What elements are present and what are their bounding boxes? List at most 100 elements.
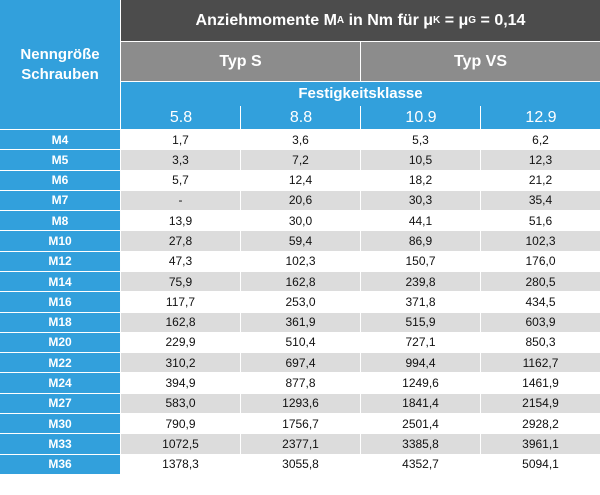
torque-value-cell: 1378,3 [121,454,240,474]
table-row: M12 47,3 102,3 150,7 176,0 [0,251,600,272]
torque-value-cell: 3385,8 [361,434,480,454]
class-separator [480,106,481,129]
torque-value-cell: 1461,9 [481,373,600,393]
table-row: M22 310,2 697,4 994,4 1162,7 [0,353,600,373]
title-sub-a: A [336,15,345,26]
torque-value-cell: 3,3 [121,150,240,170]
torque-value-cell: 239,8 [361,271,480,292]
screw-size-cell: M12 [0,251,120,271]
screw-size-cell: M18 [0,312,120,332]
torque-value-cell: 394,9 [121,373,240,393]
screw-size-cell: M4 [0,130,120,150]
torque-value-cell: 515,9 [361,312,480,332]
screw-size-cell: M8 [0,211,120,231]
torque-value-cell: 21,2 [481,170,600,190]
title-eq: = μ [440,11,469,29]
screw-size-cell: M5 [0,150,120,170]
torque-value-cell: 5,7 [121,170,240,190]
torque-value-cell: 47,3 [121,251,240,271]
table-row: M10 27,8 59,4 86,9 102,3 [0,231,600,251]
title-prefix: Anziehmomente M [195,11,337,29]
torque-value-cell: 1,7 [121,130,240,150]
table-row: M7-20,6 30,3 35,4 [0,190,600,211]
torque-value-cell: 27,8 [121,231,240,251]
table-row: M20 229,9 510,4 727,1 850,3 [0,332,600,353]
title-sub-g: G [468,15,477,26]
screw-size-cell: M24 [0,373,120,393]
torque-value-cell: 30,3 [361,190,480,211]
screw-size-cell: M22 [0,353,120,373]
torque-value-cell: 5,3 [361,130,480,150]
class-separator [360,106,361,129]
torque-value-cell: 583,0 [121,393,240,413]
torque-value-cell: 4352,7 [361,454,480,474]
screw-size-cell: M20 [0,332,120,353]
size-column-header: Nenngröße Schrauben [0,0,120,129]
torque-value-cell: 3,6 [241,130,360,150]
class-8-8: 8.8 [289,108,313,126]
strength-class-label: Festigkeitsklasse [298,85,423,102]
torque-value-cell: 13,9 [121,211,240,231]
screw-size-cell: M30 [0,413,120,434]
table-row: M16 117,7 253,0 371,8 434,5 [0,292,600,312]
class-12-9: 12.9 [525,108,557,126]
torque-value-cell: 310,2 [121,353,240,373]
torque-value-cell: 12,3 [481,150,600,170]
torque-value-cell: 117,7 [121,292,240,312]
torque-value-cell: 7,2 [241,150,360,170]
torque-value-cell: 850,3 [481,332,600,353]
torque-value-cell: 6,2 [481,130,600,150]
torque-value-cell: 697,4 [241,353,360,373]
class-10-9: 10.9 [405,108,437,126]
torque-value-cell: 229,9 [121,332,240,353]
torque-value-cell: 5094,1 [481,454,600,474]
torque-value-cell: 2377,1 [241,434,360,454]
screw-size-cell: M6 [0,170,120,190]
size-header-line1: Nenngröße [20,45,100,63]
screw-size-cell: M27 [0,393,120,413]
size-header-line2: Schrauben [21,65,99,83]
table-row: M18 162,8 361,9 515,9 603,9 [0,312,600,333]
torque-value-cell: 2501,4 [361,413,480,434]
torque-value-cell: 1162,7 [481,353,600,373]
torque-value-cell: 3055,8 [241,454,360,474]
torque-value-cell: 18,2 [361,170,480,190]
torque-value-cell: 1249,6 [361,373,480,393]
torque-value-cell: 361,9 [241,312,360,332]
torque-value-cell: 3961,1 [481,434,600,454]
screw-size-cell: M10 [0,231,120,251]
torque-value-cell: 44,1 [361,211,480,231]
torque-value-cell: 434,5 [481,292,600,312]
torque-value-cell: 20,6 [241,190,360,211]
torque-value-cell: 280,5 [481,271,600,292]
screw-size-cell: M14 [0,271,120,292]
torque-value-cell: 371,8 [361,292,480,312]
class-separator [240,106,241,129]
table-row: M36 1378,3 3055,8 4352,7 5094,1 [0,454,600,475]
table-row: M14 75,9 162,8 239,8 280,5 [0,271,600,292]
torque-value-cell: 51,6 [481,211,600,231]
table-row: M27 583,0 1293,6 1841,4 2154,9 [0,393,600,414]
screw-size-cell: M7 [0,190,120,211]
typ-vs-header: Typ VS [361,42,600,81]
screw-size-cell: M33 [0,434,120,454]
title-mid: in Nm für μ [344,11,434,29]
torque-value-cell: 2928,2 [481,413,600,434]
torque-value-cell: 35,4 [481,190,600,211]
torque-value-cell: 727,1 [361,332,480,353]
torque-value-cell: 1072,5 [121,434,240,454]
torque-value-cell: 790,9 [121,413,240,434]
torque-value-cell: 253,0 [241,292,360,312]
torque-value-cell: 162,8 [241,271,360,292]
torque-value-cell: 162,8 [121,312,240,332]
table-row: M4 1,7 3,6 5,3 6,2 [0,130,600,150]
torque-value-cell: 1841,4 [361,393,480,413]
table-row: M24 394,9 877,8 1249,6 1461,9 [0,373,600,393]
torque-value-cell: 176,0 [481,251,600,271]
torque-value-cell: - [121,190,240,211]
torque-value-cell: 1756,7 [241,413,360,434]
title-suffix: = 0,14 [476,11,526,29]
title-sub-k: K [433,15,441,26]
torque-value-cell: 10,5 [361,150,480,170]
